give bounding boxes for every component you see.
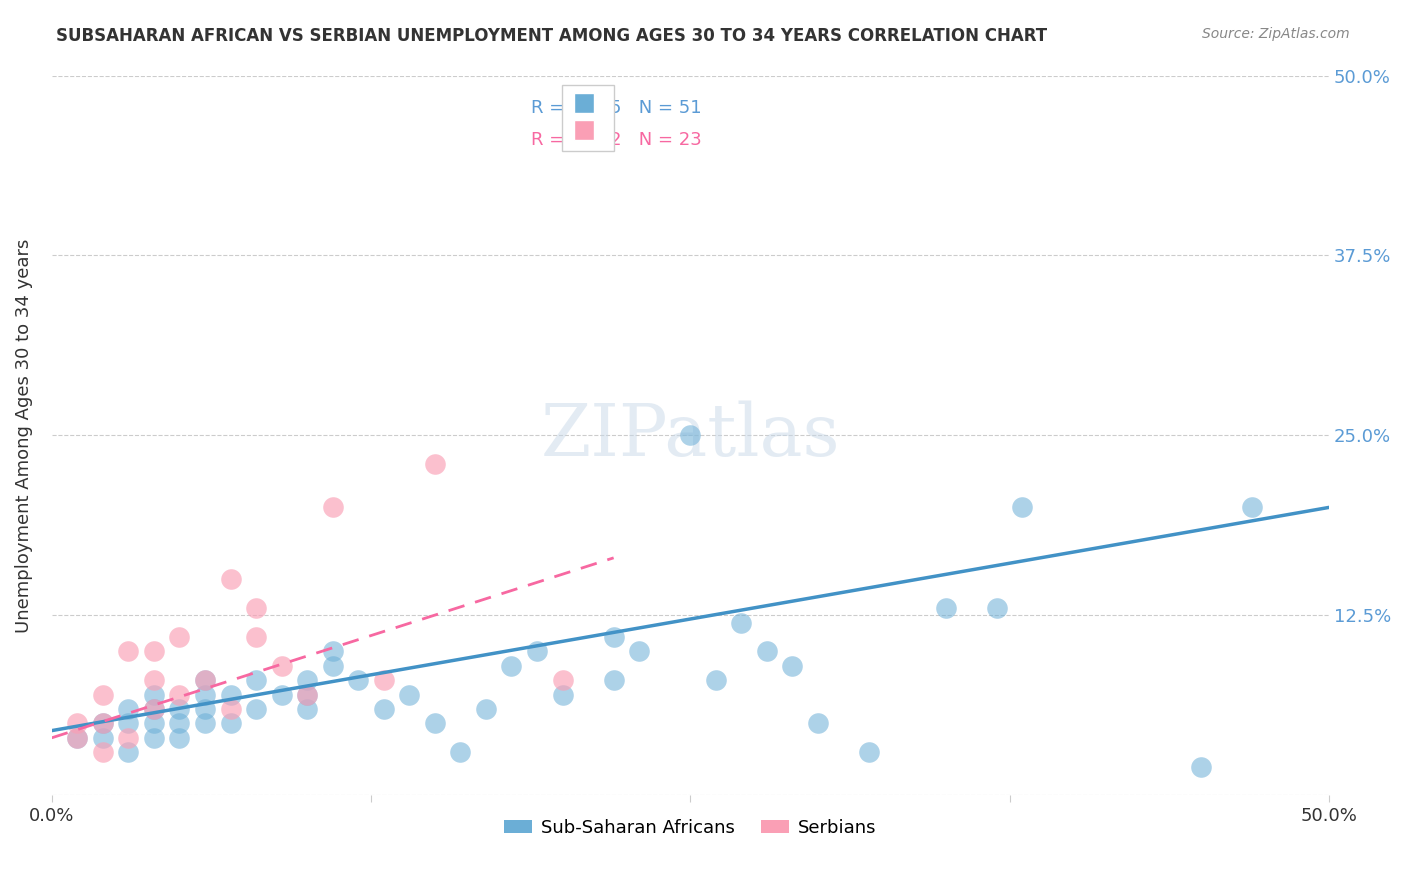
Point (66, 731, 89, 745)
Point (117, 644, 139, 658)
Point (295, 688, 318, 702)
Point (219, 716, 242, 731)
Point (373, 702, 395, 716)
Point (142, 731, 165, 745)
Point (295, 673, 318, 688)
Point (219, 702, 242, 716)
Y-axis label: Unemployment Among Ages 30 to 34 years: Unemployment Among Ages 30 to 34 years (15, 238, 32, 632)
Point (142, 702, 165, 716)
Point (347, 673, 370, 688)
Point (219, 688, 242, 702)
Point (986, 601, 1008, 615)
Point (169, 731, 191, 745)
Point (322, 644, 344, 658)
Point (373, 673, 395, 688)
Point (322, 500, 344, 515)
Point (142, 702, 165, 716)
Point (91, 716, 114, 731)
Text: ZIPatlas: ZIPatlas (540, 401, 839, 471)
Point (169, 702, 191, 716)
Point (1241, 500, 1264, 515)
Point (117, 702, 139, 716)
Point (194, 716, 217, 731)
Point (679, 428, 702, 442)
Point (628, 644, 651, 658)
Point (322, 658, 344, 673)
Point (782, 658, 804, 673)
Point (295, 688, 318, 702)
Point (1189, 759, 1212, 773)
Point (142, 673, 165, 688)
Point (91, 716, 114, 731)
Point (423, 716, 446, 731)
Text: Source: ZipAtlas.com: Source: ZipAtlas.com (1202, 27, 1350, 41)
Point (117, 745, 139, 759)
Point (807, 716, 830, 731)
Legend: Sub-Saharan Africans, Serbians: Sub-Saharan Africans, Serbians (498, 812, 883, 844)
Point (935, 601, 957, 615)
Point (194, 702, 217, 716)
Point (169, 630, 191, 644)
Point (398, 688, 420, 702)
Point (475, 702, 498, 716)
Point (270, 688, 292, 702)
Point (245, 673, 267, 688)
Point (423, 457, 446, 471)
Point (66, 716, 89, 731)
Point (602, 630, 624, 644)
Point (526, 644, 548, 658)
Point (91, 745, 114, 759)
Point (755, 644, 778, 658)
Point (551, 673, 574, 688)
Text: R = 0.432   N = 23: R = 0.432 N = 23 (530, 131, 702, 149)
Point (1011, 500, 1033, 515)
Point (602, 673, 624, 688)
Point (501, 658, 523, 673)
Point (194, 673, 217, 688)
Point (704, 673, 727, 688)
Text: R = 0.275   N = 51: R = 0.275 N = 51 (530, 99, 702, 117)
Point (194, 673, 217, 688)
Point (91, 731, 114, 745)
Point (245, 630, 267, 644)
Point (449, 745, 471, 759)
Point (245, 702, 267, 716)
Point (117, 731, 139, 745)
Point (91, 688, 114, 702)
Point (551, 688, 574, 702)
Point (858, 745, 880, 759)
Point (270, 658, 292, 673)
Point (730, 615, 752, 630)
Point (295, 702, 318, 716)
Point (142, 716, 165, 731)
Point (169, 716, 191, 731)
Point (66, 731, 89, 745)
Point (117, 716, 139, 731)
Point (169, 688, 191, 702)
Point (142, 688, 165, 702)
Point (142, 644, 165, 658)
Text: SUBSAHARAN AFRICAN VS SERBIAN UNEMPLOYMENT AMONG AGES 30 TO 34 YEARS CORRELATION: SUBSAHARAN AFRICAN VS SERBIAN UNEMPLOYME… (56, 27, 1047, 45)
Point (245, 601, 267, 615)
Point (194, 688, 217, 702)
Point (219, 573, 242, 587)
